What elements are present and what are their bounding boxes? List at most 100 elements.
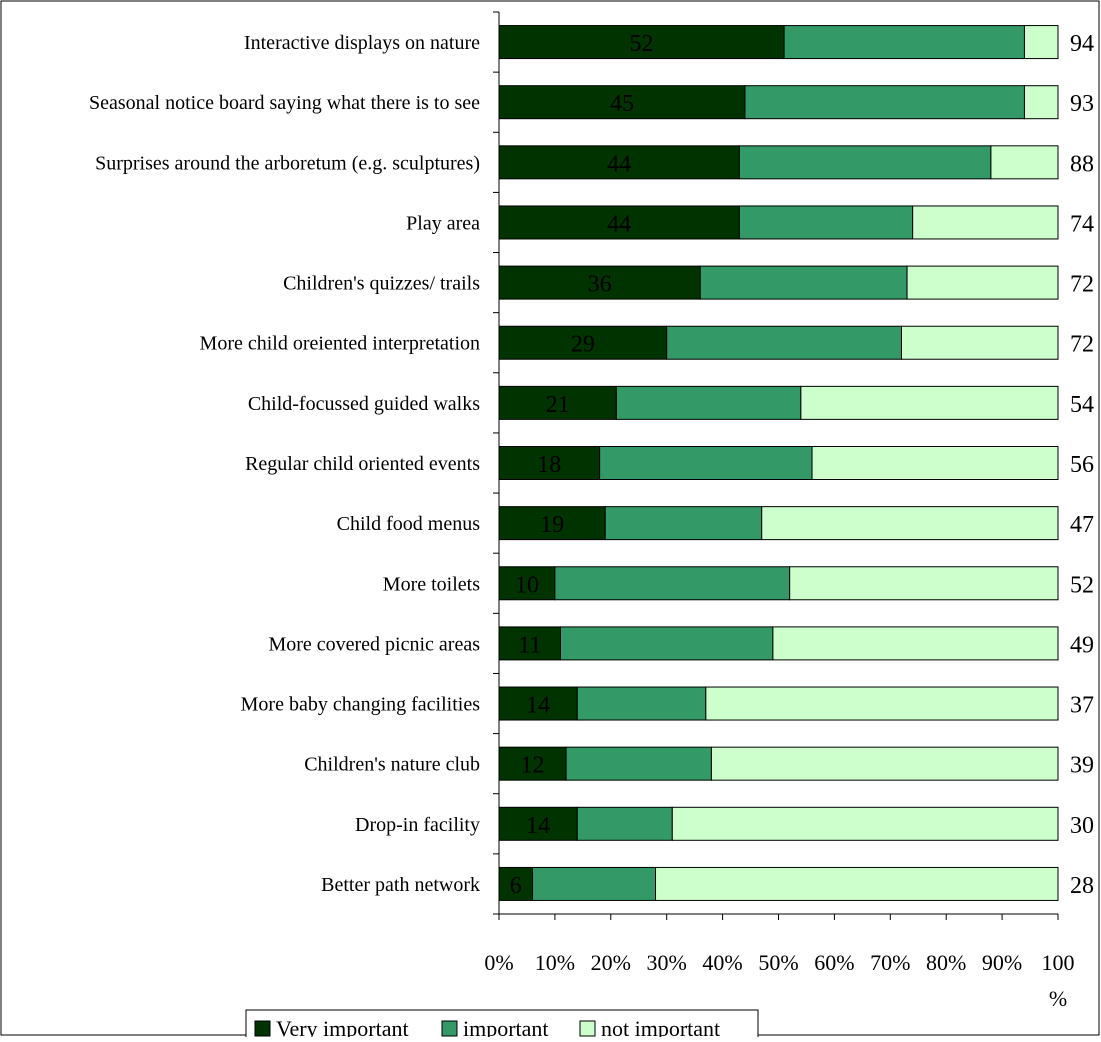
bar-segment (498, 205, 740, 240)
category-label: Surprises around the arboretum (e.g. scu… (95, 152, 480, 174)
bar-segment (599, 446, 813, 480)
bar-segment (800, 385, 1059, 420)
data-label: 10 (515, 572, 539, 598)
data-label: 12 (521, 753, 545, 779)
bar-segment (559, 626, 774, 661)
total-label: 54 (1070, 392, 1094, 418)
bar-segment (498, 686, 578, 721)
category-label: More baby changing facilities (241, 694, 481, 716)
bar-segment (705, 686, 1059, 721)
legend-swatch (254, 1020, 271, 1037)
bar-segment (990, 145, 1059, 180)
total-label: 47 (1070, 512, 1094, 538)
bar-segment (710, 746, 1059, 781)
total-label: 30 (1070, 813, 1094, 839)
bar-segment (604, 506, 763, 541)
bar-segment (1023, 25, 1059, 60)
legend-label: Very important (276, 1016, 409, 1037)
data-label: 14 (526, 693, 550, 719)
x-tick-label-suffix: % (1049, 986, 1067, 1011)
x-tick-label: 60% (814, 950, 854, 975)
bar-segment (498, 506, 606, 541)
total-label: 72 (1070, 272, 1094, 298)
category-label: More child oreiented interpretation (200, 333, 480, 355)
data-label: 6 (510, 873, 522, 899)
bar-segment (498, 25, 785, 60)
legend-swatch (441, 1020, 458, 1037)
bar-segment (906, 265, 1059, 300)
total-label: 93 (1070, 91, 1094, 117)
bar-segment (811, 446, 1059, 480)
legend: Very important important not important (245, 1009, 759, 1042)
category-label: Interactive displays on nature (244, 32, 480, 54)
bar-segment (783, 25, 1025, 60)
x-tick-label: 90% (982, 950, 1022, 975)
bar-segment (738, 205, 914, 240)
x-tick-label: 40% (702, 950, 742, 975)
legend-label: not important (601, 1016, 720, 1037)
x-tick-label: 20% (591, 950, 631, 975)
x-tick-label: 0% (484, 950, 513, 975)
bar-segment (912, 205, 1059, 240)
data-label: 45 (610, 91, 634, 117)
category-label: Seasonal notice board saying what there … (89, 92, 480, 114)
total-label: 37 (1070, 693, 1094, 719)
x-tick-label: 10% (535, 950, 575, 975)
category-label: Child food menus (337, 513, 481, 535)
total-label: 94 (1070, 31, 1094, 57)
bar-segment (655, 866, 1059, 901)
category-label: More covered picnic areas (268, 633, 480, 655)
x-tick-label: 50% (758, 950, 798, 975)
bar-segment (900, 325, 1059, 360)
category-label: Children's nature club (304, 754, 480, 776)
legend-swatch (579, 1020, 596, 1037)
data-label: 44 (607, 151, 631, 177)
bar-segment (699, 265, 908, 300)
bar-segment (789, 566, 1059, 601)
category-label: Children's quizzes/ trails (283, 273, 480, 295)
data-label: 21 (546, 392, 570, 418)
bars-layer (498, 25, 1059, 901)
x-tick-label: 30% (647, 950, 687, 975)
bar-segment (532, 866, 657, 901)
bar-segment (576, 806, 673, 841)
category-label: Better path network (321, 874, 480, 896)
data-label: 19 (540, 512, 564, 538)
category-label: Play area (406, 212, 480, 234)
bar-segment (738, 145, 992, 180)
category-label: More toilets (383, 573, 480, 595)
category-label: Regular child oriented events (245, 453, 480, 475)
bar-segment (498, 746, 567, 781)
bar-segment (671, 806, 1059, 841)
total-label: 56 (1070, 452, 1094, 478)
total-label: 88 (1070, 151, 1094, 177)
axis-layer: 0% 10% 20% 30% 40% 50% 60% 70% 80% 90% 100% (484, 11, 1075, 1011)
total-label: 52 (1070, 572, 1094, 598)
bar-segment (744, 85, 1025, 120)
bar-segment (615, 385, 802, 420)
bar-segment (576, 686, 707, 721)
bar-segment (565, 746, 712, 781)
legend-label: important (463, 1016, 549, 1037)
total-label: 72 (1070, 332, 1094, 358)
bar-segment (772, 626, 1059, 661)
data-label: 14 (526, 813, 550, 839)
x-tick-label: 70% (870, 950, 910, 975)
data-label: 29 (571, 332, 595, 358)
bar-segment (498, 85, 746, 120)
bar-segment (554, 566, 791, 601)
x-tick-label: 80% (926, 950, 966, 975)
data-label: 36 (588, 272, 612, 298)
total-label: 28 (1070, 873, 1094, 899)
bar-segment (498, 626, 561, 661)
labels-layer: 52 Interactive displays on nature 94 45 Seas… (89, 31, 1094, 899)
bar-segment (666, 325, 902, 360)
x-tick-label: 100 (1042, 950, 1075, 975)
bar-segment (761, 506, 1059, 541)
data-label: 18 (537, 452, 561, 478)
data-label: 52 (630, 31, 654, 57)
total-label: 74 (1070, 211, 1094, 237)
bar-segment (498, 325, 668, 360)
